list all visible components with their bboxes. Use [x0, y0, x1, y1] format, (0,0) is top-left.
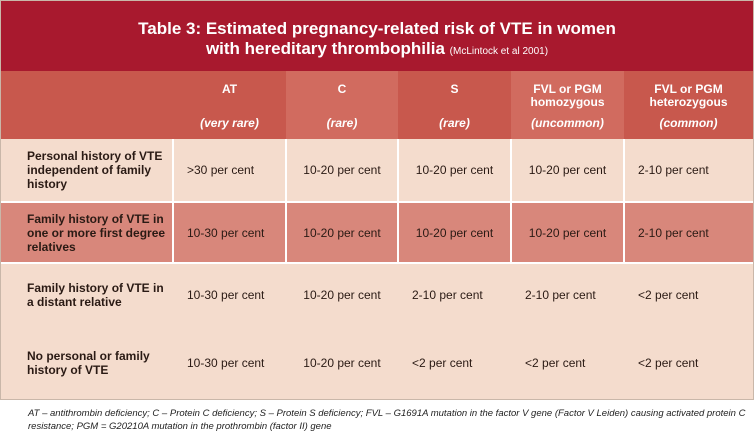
- column-divider: [510, 139, 512, 262]
- table-cell: <2 per cent: [638, 356, 699, 370]
- table-cell: 2-10 per cent: [525, 288, 596, 302]
- row-label: Personal history of VTE independent of f…: [27, 149, 163, 191]
- column-name: C: [337, 82, 347, 96]
- column-header-s: S (rare): [398, 71, 511, 139]
- table-title: Table 3: Estimated pregnancy-related ris…: [1, 1, 753, 71]
- title-reference: (McLintock et al 2001): [449, 46, 549, 57]
- table-cell: 10-20 per cent: [303, 225, 381, 240]
- table-cell: <2 per cent: [412, 356, 473, 370]
- table-cell: 10-30 per cent: [187, 288, 265, 302]
- column-frequency: (very rare): [200, 116, 259, 130]
- row-label: Family history of VTE in one or more fir…: [27, 211, 166, 254]
- table-cell: 10-20 per cent: [528, 163, 607, 177]
- table-cell: <2 per cent: [525, 356, 586, 370]
- title-line-2-text: with hereditary thrombophilia: [205, 39, 445, 58]
- column-frequency: (uncommon): [531, 116, 604, 130]
- column-header-fvl-homozygous: FVL or PGM homozygous (uncommon): [511, 71, 624, 139]
- column-header-c: C (rare): [286, 71, 398, 139]
- column-divider: [285, 139, 287, 262]
- table-row: No personal or family history of VTE 10-…: [1, 327, 753, 399]
- column-frequency: (rare): [326, 116, 358, 130]
- column-divider: [172, 139, 174, 262]
- table-frame: Table 3: Estimated pregnancy-related ris…: [0, 0, 754, 400]
- table-cell: 10-20 per cent: [303, 288, 381, 302]
- table-cell: >30 per cent: [187, 163, 255, 177]
- column-name: FVL or PGM heterozygous: [649, 82, 728, 109]
- table-cell: 2-10 per cent: [638, 225, 709, 240]
- table-header: AT (very rare) C (rare) S (rare) FVL or …: [1, 71, 753, 139]
- row-divider: [1, 201, 753, 203]
- column-frequency: (common): [659, 116, 718, 130]
- table-cell: 10-20 per cent: [528, 225, 607, 240]
- title-line-1: Table 3: Estimated pregnancy-related ris…: [138, 19, 616, 38]
- table-cell: 10-20 per cent: [303, 163, 381, 177]
- column-divider: [397, 139, 399, 262]
- table-cell: 10-20 per cent: [303, 356, 381, 370]
- column-name: S: [450, 82, 459, 96]
- table-cell: 10-20 per cent: [415, 163, 494, 177]
- table-cell: 10-30 per cent: [187, 356, 265, 370]
- column-divider: [623, 139, 625, 262]
- column-frequency: (rare): [439, 116, 470, 130]
- column-header-at: AT (very rare): [173, 71, 286, 139]
- table-cell: 2-10 per cent: [412, 288, 483, 302]
- title-line-2: with hereditary thrombophilia (McLintock…: [1, 39, 753, 59]
- table-cell: 2-10 per cent: [638, 163, 709, 177]
- table-row: Family history of VTE in one or more fir…: [1, 202, 753, 263]
- table-cell: <2 per cent: [638, 288, 699, 302]
- table-row: Family history of VTE in a distant relat…: [1, 263, 753, 327]
- table-row: Personal history of VTE independent of f…: [1, 139, 753, 201]
- column-name: FVL or PGM homozygous: [530, 82, 605, 109]
- table-cell: 10-30 per cent: [187, 225, 265, 240]
- row-divider: [1, 262, 753, 264]
- row-label: No personal or family history of VTE: [27, 349, 150, 377]
- column-name: AT: [221, 82, 238, 96]
- table-cell: 10-20 per cent: [415, 225, 494, 240]
- row-label: Family history of VTE in a distant relat…: [27, 281, 164, 309]
- column-header-fvl-heterozygous: FVL or PGM heterozygous (common): [624, 71, 753, 139]
- table-footnote: AT – antithrombin deficiency; C – Protei…: [28, 408, 746, 432]
